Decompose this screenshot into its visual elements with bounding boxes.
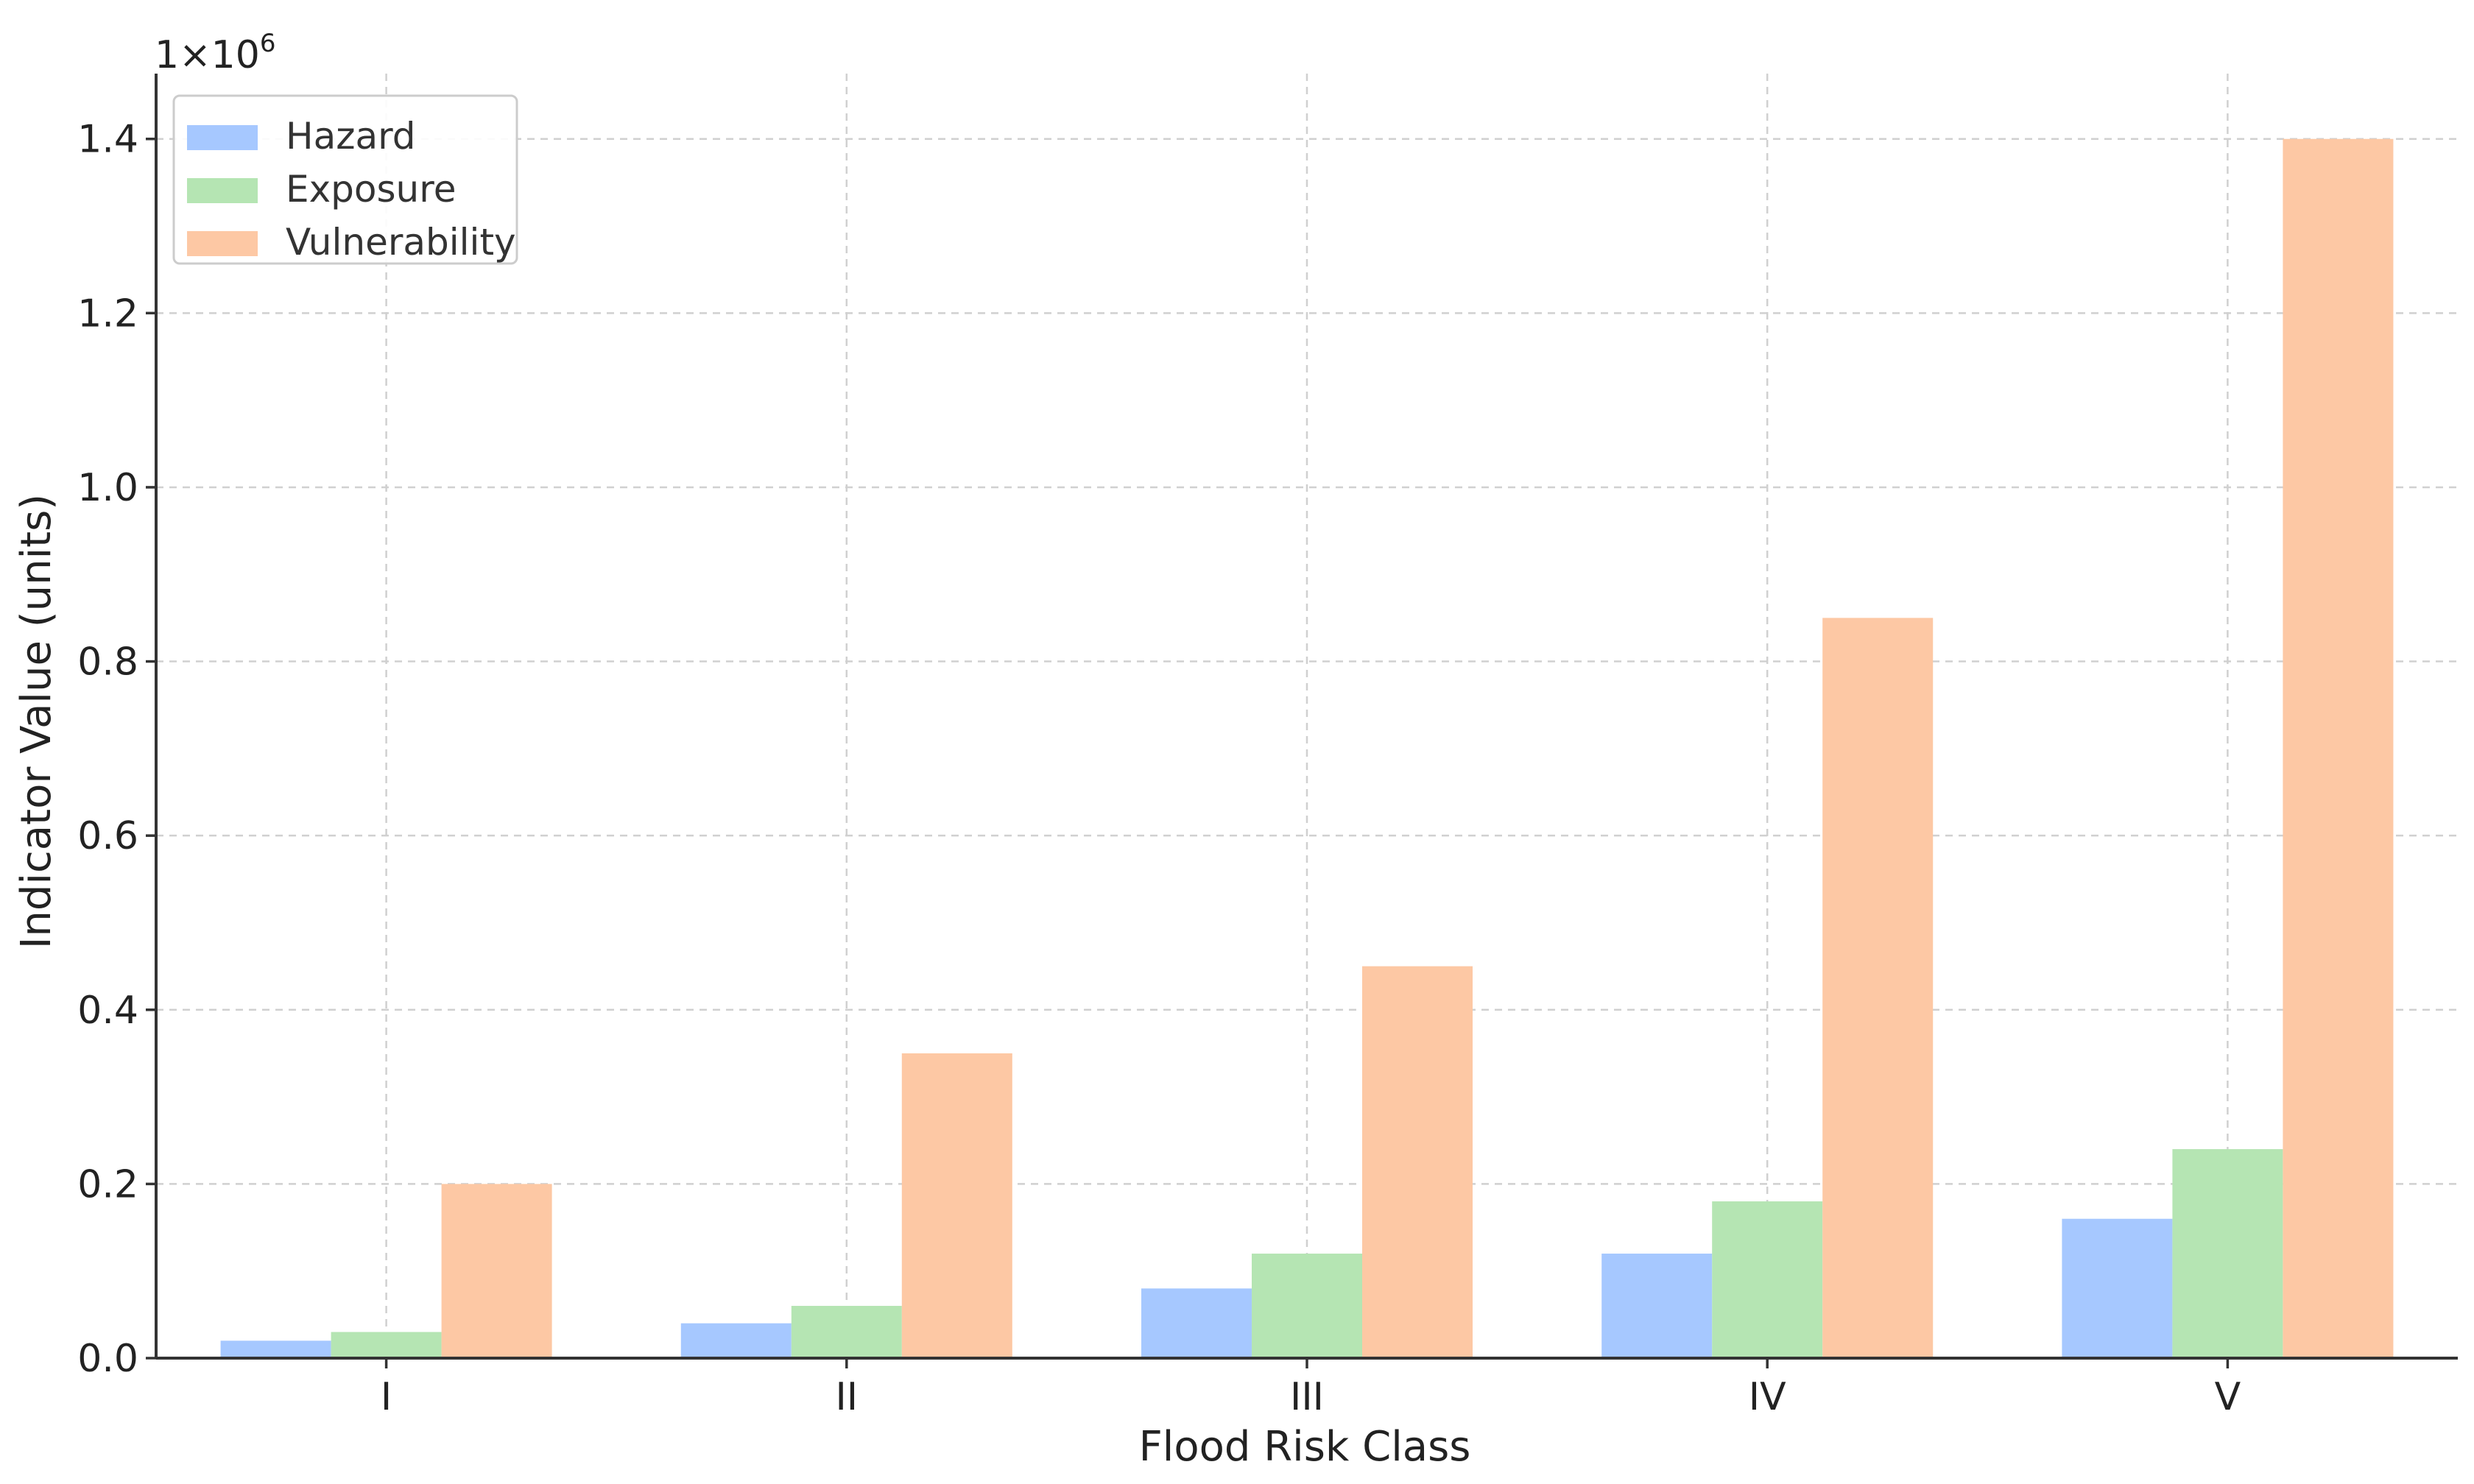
bar-vulnerability-v: [2283, 138, 2394, 1359]
bar-vulnerability-iii: [1362, 966, 1473, 1358]
bar-vulnerability-ii: [901, 1053, 1012, 1358]
x-axis-title: Flood Risk Class: [1139, 1423, 1471, 1471]
bar-hazard-ii: [680, 1323, 792, 1358]
legend-swatch-hazard: [187, 125, 258, 150]
y-tick-label: 0.4: [77, 989, 138, 1033]
x-tick-label: II: [835, 1375, 858, 1419]
legend: Hazard Exposure Vulnerability: [172, 94, 518, 265]
y-tick-label: 1.2: [77, 292, 138, 336]
y-tick-label: 0.2: [77, 1162, 138, 1206]
y-tick-label: 0.0: [77, 1337, 138, 1381]
legend-swatch-exposure: [187, 178, 258, 203]
legend-label-hazard: Hazard: [286, 115, 416, 158]
y-tick-label: 1.4: [77, 118, 138, 162]
y-multiplier-exponent: 6: [260, 29, 276, 58]
ticks-layer: 0.00.20.40.60.81.01.21.4I II III IV V: [77, 118, 2241, 1419]
bar-exposure-v: [2172, 1149, 2283, 1358]
y-multiplier-base: 1×10: [155, 33, 260, 77]
bars-layer: [220, 138, 2394, 1359]
bar-vulnerability-iv: [1822, 618, 1934, 1358]
x-tick-label: I: [381, 1375, 392, 1419]
legend-swatch-vulnerability: [187, 231, 258, 256]
bar-exposure-ii: [791, 1306, 902, 1358]
y-axis-multiplier: 1×106: [155, 29, 275, 77]
bar-vulnerability-i: [441, 1184, 552, 1358]
y-tick-label: 1.0: [77, 466, 138, 510]
x-tick-label: III: [1290, 1375, 1324, 1419]
bar-exposure-iii: [1252, 1254, 1362, 1358]
bar-exposure-i: [331, 1332, 442, 1358]
grid-layer: [156, 74, 2458, 1358]
x-tick-label: IV: [1749, 1375, 1786, 1419]
y-axis-title: Indicator Value (units): [13, 494, 60, 949]
legend-box: [172, 94, 518, 265]
bar-hazard-i: [220, 1340, 331, 1358]
legend-label-vulnerability: Vulnerability: [286, 221, 516, 264]
y-tick-label: 0.6: [77, 814, 138, 858]
bar-hazard-iii: [1141, 1288, 1252, 1358]
y-tick-label: 0.8: [77, 640, 138, 685]
legend-label-exposure: Exposure: [286, 168, 456, 211]
bar-hazard-v: [2062, 1218, 2173, 1358]
bar-hazard-iv: [1601, 1254, 1713, 1358]
bar-exposure-iv: [1712, 1201, 1823, 1358]
x-tick-label: V: [2215, 1375, 2241, 1419]
